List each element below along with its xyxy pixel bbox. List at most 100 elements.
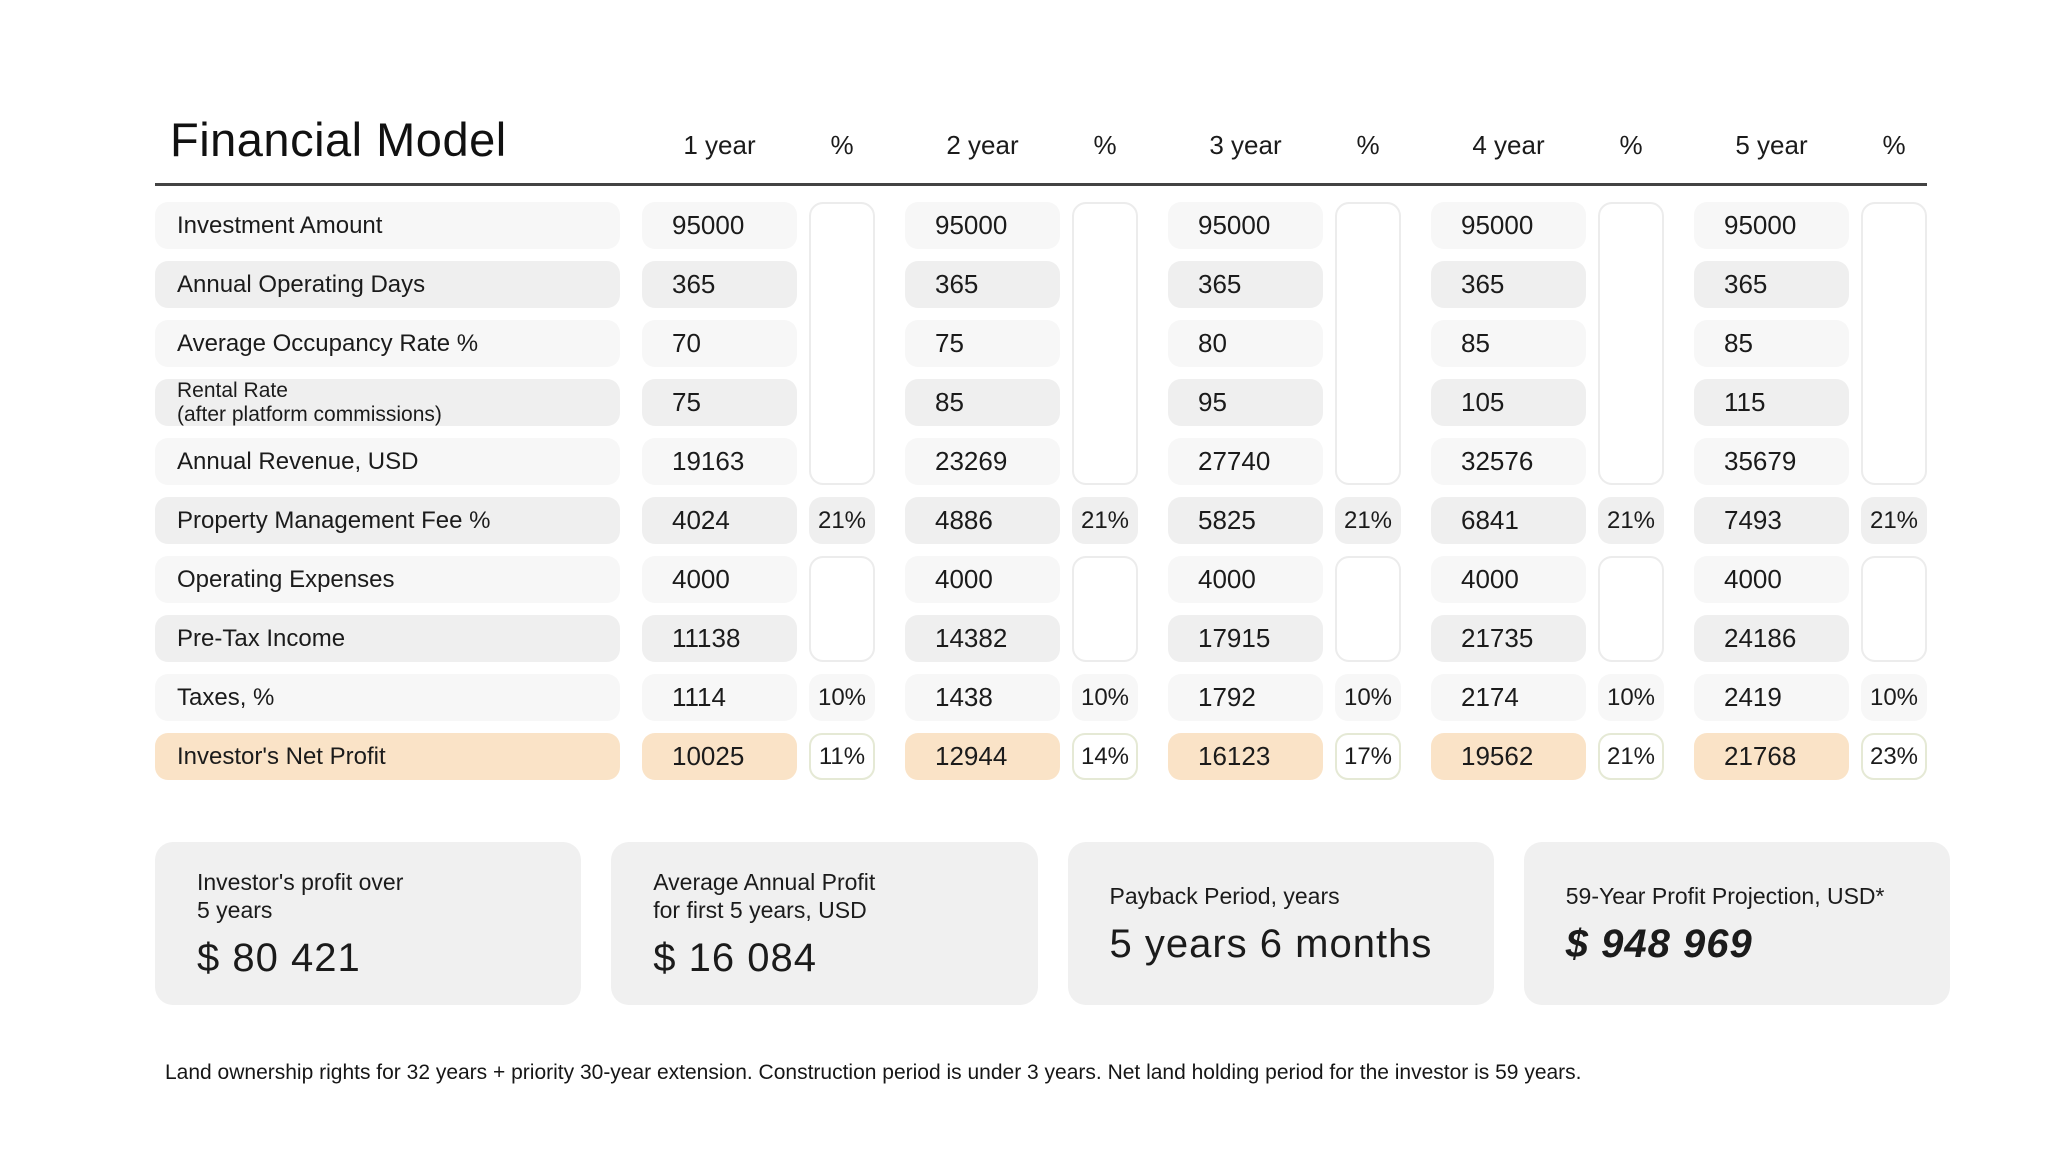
financial-model-slide: Financial Model 1 year% 2 year% 3 year% 4 y… [155, 116, 2048, 1084]
value-cell: 5825 [1168, 497, 1323, 544]
value-cell: 4000 [905, 556, 1060, 603]
value-cell: 2174 [1431, 674, 1586, 721]
column-header-percent: % [830, 130, 854, 160]
column-header-percent: % [1619, 130, 1643, 160]
value-cell: 4000 [642, 556, 797, 603]
value-cell: 32576 [1431, 438, 1586, 485]
value-cell: 11138 [642, 615, 797, 662]
empty-percent-box [1861, 556, 1927, 662]
card-value: 5 years 6 months [1109, 921, 1433, 966]
empty-percent-box [1598, 202, 1664, 485]
row-label: Annual Operating Days [155, 261, 620, 308]
value-cell: 105 [1431, 379, 1586, 426]
value-cell: 23269 [905, 438, 1060, 485]
value-cell: 365 [642, 261, 797, 308]
value-cell: 75 [905, 320, 1060, 367]
row-label: Rental Rate (after platform commissions) [155, 379, 620, 426]
column-header-year: 2 year [946, 130, 1019, 160]
value-cell: 27740 [1168, 438, 1323, 485]
value-cell: 95000 [1694, 202, 1849, 249]
value-cell: 80 [1168, 320, 1323, 367]
value-cell: 35679 [1694, 438, 1849, 485]
percent-cell: 21% [1598, 497, 1664, 544]
row-label: Taxes, % [155, 674, 620, 721]
column-header-year: 4 year [1472, 130, 1545, 160]
value-cell: 7493 [1694, 497, 1849, 544]
percent-cell: 21% [1861, 497, 1927, 544]
value-cell: 75 [642, 379, 797, 426]
value-cell: 4000 [1694, 556, 1849, 603]
percent-cell: 21% [1598, 733, 1664, 780]
card-value: $ 16 084 [653, 935, 817, 980]
column-header-year: 3 year [1209, 130, 1282, 160]
empty-percent-box [1598, 556, 1664, 662]
value-cell: 6841 [1431, 497, 1586, 544]
value-cell: 16123 [1168, 733, 1323, 780]
percent-cell: 14% [1072, 733, 1138, 780]
value-cell: 85 [1431, 320, 1586, 367]
row-label: Operating Expenses [155, 556, 620, 603]
value-cell: 85 [905, 379, 1060, 426]
card-label: Investor's profit over 5 years [197, 869, 404, 923]
value-cell: 365 [1168, 261, 1323, 308]
value-cell: 19562 [1431, 733, 1586, 780]
summary-card-59-year-projection: 59-Year Profit Projection, USD* $ 948 96… [1523, 842, 1950, 1005]
value-cell: 95000 [1168, 202, 1323, 249]
percent-cell: 11% [809, 733, 875, 780]
value-cell: 365 [905, 261, 1060, 308]
row-label: Property Management Fee % [155, 497, 620, 544]
percent-cell: 17% [1335, 733, 1401, 780]
value-cell: 21768 [1694, 733, 1849, 780]
value-cell: 4024 [642, 497, 797, 544]
empty-percent-box [809, 556, 875, 662]
column-header-year: 1 year [683, 130, 756, 160]
value-cell: 12944 [905, 733, 1060, 780]
value-cell: 19163 [642, 438, 797, 485]
value-cell: 115 [1694, 379, 1849, 426]
column-header-percent: % [1093, 130, 1117, 160]
percent-cell: 21% [1335, 497, 1401, 544]
value-cell: 85 [1694, 320, 1849, 367]
row-label: Annual Revenue, USD [155, 438, 620, 485]
value-cell: 14382 [905, 615, 1060, 662]
percent-cell: 10% [1598, 674, 1664, 721]
value-cell: 1438 [905, 674, 1060, 721]
value-cell: 4000 [1168, 556, 1323, 603]
percent-cell: 10% [1072, 674, 1138, 721]
row-label: Pre-Tax Income [155, 615, 620, 662]
empty-percent-box [1335, 202, 1401, 485]
financial-table: Investment Amount 95000 95000 95000 95000 950… [155, 202, 2048, 780]
column-header-percent: % [1356, 130, 1380, 160]
column-header-year: 5 year [1735, 130, 1808, 160]
empty-percent-box [1072, 202, 1138, 485]
value-cell: 10025 [642, 733, 797, 780]
page-title: Financial Model [170, 113, 507, 166]
column-header-percent: % [1882, 130, 1906, 160]
percent-cell: 10% [809, 674, 875, 721]
card-label: 59-Year Profit Projection, USD* [1565, 883, 1885, 910]
summary-card-average-annual-profit: Average Annual Profit for first 5 years,… [611, 842, 1038, 1005]
card-value: $ 948 969 [1565, 921, 1753, 966]
percent-cell: 23% [1861, 733, 1927, 780]
value-cell: 4000 [1431, 556, 1586, 603]
card-value: $ 80 421 [197, 935, 361, 980]
summary-card-profit-5-years: Investor's profit over 5 years $ 80 421 [155, 842, 582, 1005]
value-cell: 24186 [1694, 615, 1849, 662]
value-cell: 2419 [1694, 674, 1849, 721]
percent-cell: 21% [1072, 497, 1138, 544]
percent-cell: 10% [1335, 674, 1401, 721]
value-cell: 95000 [905, 202, 1060, 249]
empty-percent-box [1335, 556, 1401, 662]
empty-percent-box [809, 202, 875, 485]
value-cell: 4886 [905, 497, 1060, 544]
empty-percent-box [1072, 556, 1138, 662]
row-label: Average Occupancy Rate % [155, 320, 620, 367]
summary-card-payback-period: Payback Period, years 5 years 6 months [1067, 842, 1494, 1005]
value-cell: 365 [1694, 261, 1849, 308]
value-cell: 95 [1168, 379, 1323, 426]
table-header: Financial Model 1 year% 2 year% 3 year% 4 y… [155, 116, 1927, 186]
value-cell: 70 [642, 320, 797, 367]
percent-cell: 21% [809, 497, 875, 544]
row-label: Investment Amount [155, 202, 620, 249]
footnote: Land ownership rights for 32 years + pri… [165, 1061, 1582, 1084]
